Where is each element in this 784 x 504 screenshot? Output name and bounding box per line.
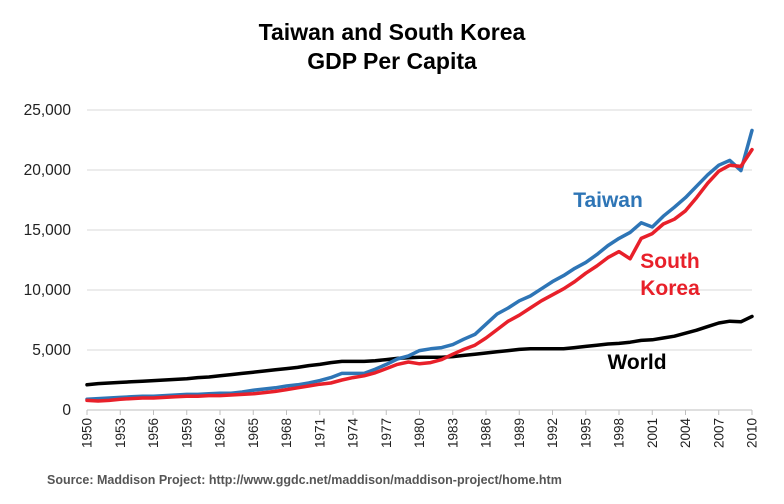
series-line-world xyxy=(85,314,754,387)
x-tick-label: 1974 xyxy=(346,418,361,449)
y-tick-label: 5,000 xyxy=(32,342,71,359)
x-tick-label: 1959 xyxy=(179,418,194,448)
x-tick-label: 1995 xyxy=(578,418,593,448)
series-label-world: World xyxy=(607,351,666,374)
x-tick-label: 1956 xyxy=(146,418,161,448)
x-tick-label: 2001 xyxy=(645,418,660,448)
chart-title: Taiwan and South Korea GDP Per Capita xyxy=(0,18,784,76)
series-label-south-korea: South Korea xyxy=(640,250,700,300)
y-tick-labels: 0 5,000 10,000 15,000 20,000 25,000 xyxy=(24,102,72,419)
x-tick-label: 1953 xyxy=(113,418,128,448)
x-tick-label: 1950 xyxy=(80,418,95,448)
source-note: Source: Maddison Project: http://www.ggd… xyxy=(47,473,562,487)
y-tick-label: 15,000 xyxy=(24,222,72,239)
chart-title-line-2: GDP Per Capita xyxy=(307,48,477,74)
x-tick-label: 1980 xyxy=(412,418,427,448)
x-tick-label: 1983 xyxy=(445,418,460,448)
series-label-taiwan: Taiwan xyxy=(573,189,643,212)
series-label-south-korea-line: Korea xyxy=(640,277,700,300)
y-tick-label: 25,000 xyxy=(24,102,72,119)
x-tick-label: 1965 xyxy=(246,418,261,448)
x-tick-label: 1977 xyxy=(379,418,394,448)
series-lines xyxy=(85,128,754,403)
series-line-taiwan xyxy=(85,128,754,401)
y-tick-label: 0 xyxy=(62,402,71,419)
x-tick-label: 1986 xyxy=(479,418,494,448)
y-tick-label: 10,000 xyxy=(24,282,72,299)
series-labels: Taiwan South Korea World xyxy=(573,189,700,374)
x-tick-label: 1971 xyxy=(312,418,327,448)
x-tick-label: 1992 xyxy=(545,418,560,448)
x-tick-label: 1968 xyxy=(279,418,294,448)
x-tick-labels: 1950 1953 1956 1959 1962 1965 1968 1971 1974 1977… xyxy=(80,418,760,449)
x-tick-label: 2010 xyxy=(745,418,760,448)
x-axis-baseline xyxy=(86,409,753,415)
series-line-south-korea xyxy=(85,147,754,403)
gridlines xyxy=(87,109,752,351)
x-tick-label: 2004 xyxy=(678,418,693,449)
y-tick-label: 20,000 xyxy=(24,162,72,179)
x-tick-label: 1989 xyxy=(512,418,527,448)
series-label-south-korea-line: South xyxy=(640,250,699,273)
chart-title-line-1: Taiwan and South Korea xyxy=(258,19,526,45)
x-tick-label: 1998 xyxy=(612,418,627,448)
x-tick-label: 2007 xyxy=(711,418,726,448)
x-tick-label: 1962 xyxy=(213,418,228,448)
